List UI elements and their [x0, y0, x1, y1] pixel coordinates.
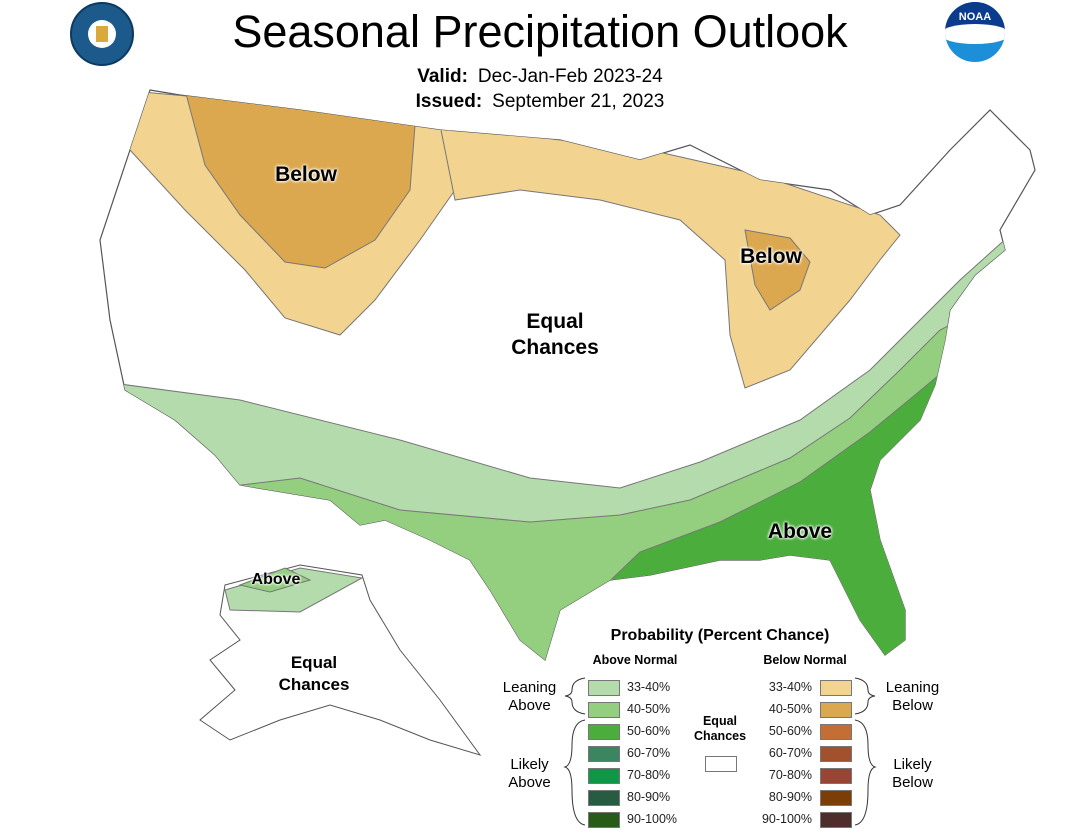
valid-label: Valid:	[417, 66, 468, 87]
legend-title: Probability (Percent Chance)	[610, 627, 830, 644]
above-swatch	[588, 702, 620, 718]
valid-value: Dec-Jan-Feb 2023-24	[477, 66, 663, 87]
below-swatch	[820, 680, 852, 696]
above-range-label: 50-60%	[627, 724, 671, 738]
lakes-below-label: Below	[740, 245, 802, 268]
west-below-label: Below	[275, 163, 337, 186]
above-swatch	[588, 724, 620, 740]
below-range-label: 60-70%	[768, 746, 812, 760]
above-leaning-40-region	[100, 289, 1035, 660]
michigan-below-darker-region	[744, 229, 811, 311]
noaa-logo-text: NOAA	[958, 11, 992, 23]
above-range-label: 80-90%	[627, 790, 671, 804]
lakes-below-leaning-region	[439, 124, 901, 389]
above-swatch	[588, 746, 620, 762]
alaska-outline	[199, 564, 482, 756]
above-swatch	[588, 680, 620, 696]
above-swatch	[588, 790, 620, 806]
below-range-label: 70-80%	[768, 768, 812, 782]
below-swatch	[820, 702, 852, 718]
below-range-label: 33-40%	[768, 680, 812, 694]
above-range-label: 70-80%	[627, 768, 671, 782]
above-range-label: 90-100%	[627, 812, 678, 826]
below-swatch	[820, 768, 852, 784]
commerce-seal-logo	[70, 2, 134, 66]
leaning-below-label: Leaning Below	[885, 679, 940, 714]
southeast-above-label: Above	[767, 520, 833, 543]
above-range-label: 40-50%	[627, 702, 671, 716]
below-swatch	[820, 746, 852, 762]
leaning-above-label: Leaning Above	[502, 679, 557, 714]
above-swatch	[588, 768, 620, 784]
issued-line: Issued: September 21, 2023	[0, 91, 1080, 113]
below-range-label: 40-50%	[768, 702, 812, 716]
alaska-above-label: Above	[251, 571, 301, 588]
below-swatch	[820, 724, 852, 740]
below-range-label: 90-100%	[761, 812, 812, 826]
equal-chances-swatch	[705, 756, 737, 772]
alaska-equal-chances-label: Equal Chances	[278, 653, 350, 694]
above-swatch	[588, 812, 620, 828]
legend-above-header: Above Normal	[592, 653, 678, 667]
page-title: Seasonal Precipitation Outlook	[232, 6, 848, 57]
valid-line: Valid: Dec-Jan-Feb 2023-24	[0, 66, 1080, 88]
legend-below-header: Below Normal	[763, 653, 847, 667]
below-swatch	[820, 790, 852, 806]
issued-value: September 21, 2023	[492, 91, 665, 112]
noaa-logo: NOAA	[945, 2, 1005, 62]
above-range-label: 60-70%	[627, 746, 671, 760]
above-range-label: 33-40%	[627, 680, 671, 694]
issued-label: Issued:	[415, 91, 483, 112]
below-swatch	[820, 812, 852, 828]
center-equal-chances-label: Equal Chances	[511, 310, 599, 359]
likely-below-label: Likely Below	[892, 756, 933, 791]
below-range-label: 50-60%	[768, 724, 812, 738]
likely-above-label: Likely Above	[508, 756, 551, 791]
alaska-above-darker-region	[238, 567, 312, 593]
below-range-label: 80-90%	[768, 790, 812, 804]
west-below-darker-region	[184, 90, 416, 269]
equal-chances-label: Equal Chances	[693, 714, 747, 743]
